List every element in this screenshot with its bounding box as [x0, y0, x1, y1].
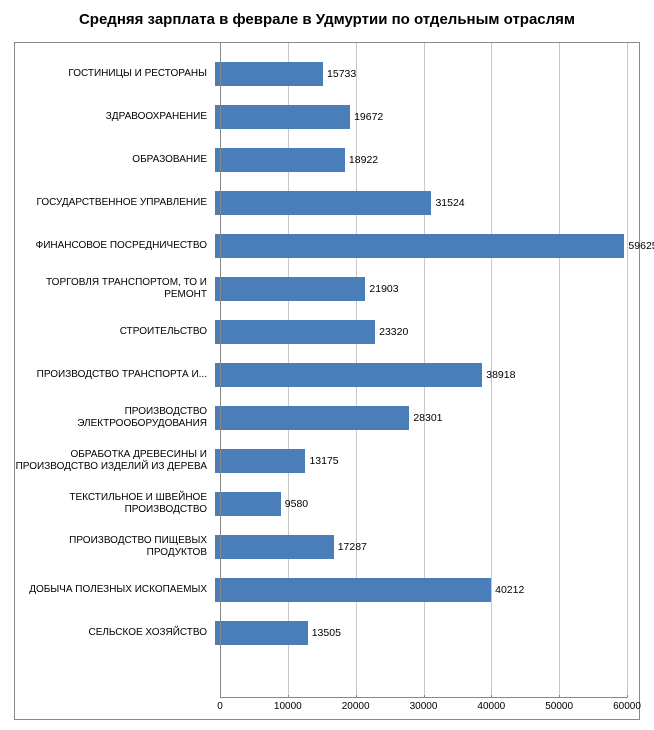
chart-row: ТОРГОВЛЯ ТРАНСПОРТОМ, ТО И РЕМОНТ21903: [15, 268, 639, 311]
bar: 31524: [215, 191, 431, 215]
bar-wrap: 13175: [215, 440, 627, 483]
chart-container: Средняя зарплата в феврале в Удмуртии по…: [14, 10, 640, 720]
value-label: 38918: [486, 369, 515, 381]
chart-title: Средняя зарплата в феврале в Удмуртии по…: [14, 10, 640, 30]
chart-row: ПРОИЗВОДСТВО ЭЛЕКТРООБОРУДОВАНИЯ28301: [15, 397, 639, 440]
x-tick-label: 0: [217, 701, 223, 712]
bar: 40212: [215, 578, 491, 602]
bar-wrap: 19672: [215, 96, 627, 139]
value-label: 28301: [413, 412, 442, 424]
value-label: 15733: [327, 68, 356, 80]
value-label: 9580: [285, 498, 308, 510]
value-label: 13175: [309, 455, 338, 467]
value-label: 40212: [495, 584, 524, 596]
bar: 13175: [215, 449, 305, 473]
category-label: ОБРАЗОВАНИЕ: [15, 154, 215, 166]
category-label: ПРОИЗВОДСТВО ПИЩЕВЫХ ПРОДУКТОВ: [15, 535, 215, 559]
x-tick-mark: [356, 695, 357, 698]
category-label: ПРОИЗВОДСТВО ТРАНСПОРТА И...: [15, 369, 215, 381]
chart-row: ПРОИЗВОДСТВО ТРАНСПОРТА И...38918: [15, 354, 639, 397]
bar: 15733: [215, 62, 323, 86]
x-tick-mark: [424, 695, 425, 698]
x-tick-mark: [288, 695, 289, 698]
category-label: ТОРГОВЛЯ ТРАНСПОРТОМ, ТО И РЕМОНТ: [15, 277, 215, 301]
value-label: 19672: [354, 111, 383, 123]
category-label: СЕЛЬСКОЕ ХОЗЯЙСТВО: [15, 627, 215, 639]
bar-wrap: 40212: [215, 569, 627, 612]
category-label: СТРОИТЕЛЬСТВО: [15, 326, 215, 338]
chart-row: ОБРАБОТКА ДРЕВЕСИНЫ И ПРОИЗВОДСТВО ИЗДЕЛ…: [15, 440, 639, 483]
value-label: 59625: [628, 240, 654, 252]
value-label: 17287: [338, 541, 367, 553]
x-tick-mark: [627, 695, 628, 698]
category-label: ДОБЫЧА ПОЛЕЗНЫХ ИСКОПАЕМЫХ: [15, 584, 215, 596]
x-axis: 0100002000030000400005000060000: [220, 697, 627, 719]
category-label: ЗДРАВООХРАНЕНИЕ: [15, 111, 215, 123]
x-tick-label: 20000: [342, 701, 370, 712]
bar-wrap: 17287: [215, 526, 627, 569]
x-tick-mark: [491, 695, 492, 698]
bar-wrap: 9580: [215, 483, 627, 526]
x-tick-label: 10000: [274, 701, 302, 712]
x-tick-label: 50000: [545, 701, 573, 712]
bar-wrap: 31524: [215, 182, 627, 225]
bar-wrap: 59625: [215, 225, 627, 268]
x-tick-label: 40000: [477, 701, 505, 712]
bar-wrap: 13505: [215, 612, 627, 655]
chart-row: ОБРАЗОВАНИЕ18922: [15, 139, 639, 182]
chart-row: ГОСУДАРСТВЕННОЕ УПРАВЛЕНИЕ31524: [15, 182, 639, 225]
bar: 18922: [215, 148, 345, 172]
value-label: 31524: [435, 197, 464, 209]
chart-row: ТЕКСТИЛЬНОЕ И ШВЕЙНОЕ ПРОИЗВОДСТВО9580: [15, 483, 639, 526]
bar-wrap: 21903: [215, 268, 627, 311]
bar: 17287: [215, 535, 334, 559]
bar-wrap: 28301: [215, 397, 627, 440]
x-tick-label: 30000: [410, 701, 438, 712]
chart-row: СЕЛЬСКОЕ ХОЗЯЙСТВО13505: [15, 612, 639, 655]
bar: 59625: [215, 234, 624, 258]
chart-row: СТРОИТЕЛЬСТВО23320: [15, 311, 639, 354]
bar: 9580: [215, 492, 281, 516]
chart-row: ГОСТИНИЦЫ И РЕСТОРАНЫ15733: [15, 53, 639, 96]
value-label: 23320: [379, 326, 408, 338]
plot-area: ГОСТИНИЦЫ И РЕСТОРАНЫ15733ЗДРАВООХРАНЕНИ…: [14, 42, 640, 721]
chart-row: ДОБЫЧА ПОЛЕЗНЫХ ИСКОПАЕМЫХ40212: [15, 569, 639, 612]
chart-row: ПРОИЗВОДСТВО ПИЩЕВЫХ ПРОДУКТОВ17287: [15, 526, 639, 569]
value-label: 13505: [312, 627, 341, 639]
bar-wrap: 23320: [215, 311, 627, 354]
value-label: 18922: [349, 154, 378, 166]
bar-wrap: 15733: [215, 53, 627, 96]
x-tick-mark: [559, 695, 560, 698]
value-label: 21903: [369, 283, 398, 295]
bars-region: ГОСТИНИЦЫ И РЕСТОРАНЫ15733ЗДРАВООХРАНЕНИ…: [15, 43, 639, 698]
category-label: ГОСУДАРСТВЕННОЕ УПРАВЛЕНИЕ: [15, 197, 215, 209]
chart-row: ФИНАНСОВОЕ ПОСРЕДНИЧЕСТВО59625: [15, 225, 639, 268]
chart-row: ЗДРАВООХРАНЕНИЕ19672: [15, 96, 639, 139]
x-tick-label: 60000: [613, 701, 641, 712]
bar-wrap: 18922: [215, 139, 627, 182]
category-label: ТЕКСТИЛЬНОЕ И ШВЕЙНОЕ ПРОИЗВОДСТВО: [15, 492, 215, 516]
bar: 28301: [215, 406, 409, 430]
category-label: ОБРАБОТКА ДРЕВЕСИНЫ И ПРОИЗВОДСТВО ИЗДЕЛ…: [15, 449, 215, 473]
y-axis-line: [220, 43, 221, 698]
bar: 23320: [215, 320, 375, 344]
bar: 19672: [215, 105, 350, 129]
bar: 13505: [215, 621, 308, 645]
bar: 38918: [215, 363, 482, 387]
category-label: ПРОИЗВОДСТВО ЭЛЕКТРООБОРУДОВАНИЯ: [15, 406, 215, 430]
bar: 21903: [215, 277, 365, 301]
category-label: ГОСТИНИЦЫ И РЕСТОРАНЫ: [15, 68, 215, 80]
bar-wrap: 38918: [215, 354, 627, 397]
category-label: ФИНАНСОВОЕ ПОСРЕДНИЧЕСТВО: [15, 240, 215, 252]
